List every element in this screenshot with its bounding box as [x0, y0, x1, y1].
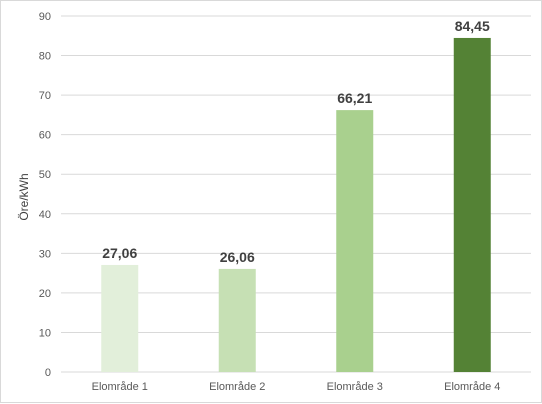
y-tick-label: 60	[39, 130, 51, 142]
x-tick-label: Elområde 3	[327, 381, 383, 393]
y-axis-ticks: 0 10 20 30 40 50 60 70 80 90	[39, 11, 51, 379]
data-label: 84,45	[455, 18, 490, 34]
y-tick-label: 50	[39, 169, 51, 181]
y-tick-label: 10	[39, 327, 51, 339]
bar	[453, 37, 491, 372]
x-tick-label: Elområde 4	[444, 381, 500, 393]
y-tick-label: 70	[39, 90, 51, 102]
y-tick-label: 20	[39, 288, 51, 300]
y-tick-label: 80	[39, 51, 51, 63]
data-label: 26,06	[220, 249, 255, 265]
bar	[336, 110, 374, 373]
x-tick-label: Elområde 1	[92, 381, 148, 393]
y-tick-label: 40	[39, 209, 51, 221]
y-tick-label: 0	[45, 367, 51, 379]
y-tick-label: 30	[39, 248, 51, 260]
y-tick-label: 90	[39, 11, 51, 23]
x-axis-ticks: Elområde 1 Elområde 2 Elområde 3 Elområde 4	[92, 381, 501, 393]
data-labels: 27,06 26,06 66,21 84,45	[102, 18, 490, 265]
data-label: 66,21	[337, 90, 372, 106]
data-label: 27,06	[102, 245, 137, 261]
bar	[101, 264, 139, 372]
bar	[218, 268, 256, 372]
gridlines	[61, 15, 531, 373]
bars	[101, 37, 491, 373]
x-tick-label: Elområde 2	[209, 381, 265, 393]
y-axis-title: Öre/kWh	[17, 173, 31, 220]
